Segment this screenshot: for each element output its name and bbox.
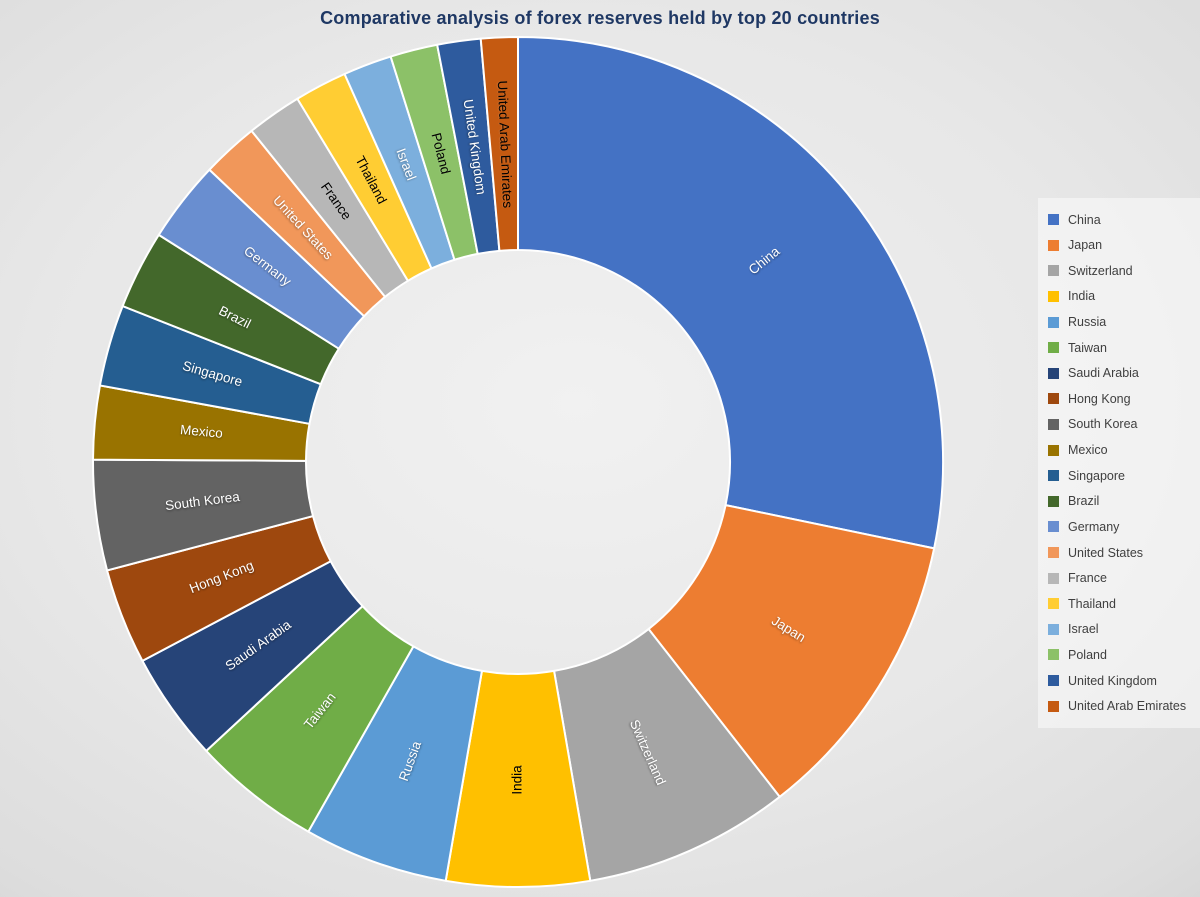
legend-swatch-taiwan	[1048, 342, 1059, 354]
legend-item-label: Israel	[1068, 622, 1099, 637]
legend-item-label: United Kingdom	[1068, 673, 1157, 688]
legend-swatch-japan	[1048, 239, 1059, 251]
legend-item-label: Hong Kong	[1068, 391, 1131, 406]
legend-item-label: France	[1068, 571, 1107, 586]
legend-item-label: Japan	[1068, 238, 1103, 253]
legend-item-germany: Germany	[1048, 520, 1198, 534]
legend-swatch-united-arab-emirates	[1048, 700, 1059, 712]
legend-swatch-united-kingdom	[1048, 675, 1059, 687]
legend-item-japan: Japan	[1048, 238, 1198, 252]
legend-swatch-brazil	[1048, 495, 1059, 507]
legend-item-israel: Israel	[1048, 622, 1198, 636]
legend-item-label: Russia	[1068, 315, 1107, 330]
legend-swatch-mexico	[1048, 444, 1059, 456]
legend-item-india: India	[1048, 289, 1198, 303]
legend-swatch-poland	[1048, 649, 1059, 661]
legend-item-label: United Arab Emirates	[1068, 699, 1187, 714]
legend-item-label: Taiwan	[1068, 340, 1107, 355]
legend-item-south-korea: South Korea	[1048, 417, 1198, 431]
legend-swatch-germany	[1048, 521, 1059, 533]
legend-item-poland: Poland	[1048, 648, 1198, 662]
legend-item-label: Germany	[1068, 519, 1120, 534]
legend-item-switzerland: Switzerland	[1048, 264, 1198, 278]
legend-swatch-south-korea	[1048, 418, 1059, 430]
legend-item-france: France	[1048, 571, 1198, 585]
legend-item-label: United States	[1068, 545, 1144, 560]
legend-swatch-singapore	[1048, 470, 1059, 482]
legend-swatch-united-states	[1048, 547, 1059, 559]
legend-item-taiwan: Taiwan	[1048, 341, 1198, 355]
legend-item-label: India	[1068, 289, 1096, 304]
legend-item-label: Brazil	[1068, 494, 1100, 509]
legend-item-saudi-arabia: Saudi Arabia	[1048, 366, 1198, 380]
slice-label-mexico: Mexico	[179, 422, 223, 441]
legend-swatch-india	[1048, 290, 1059, 302]
legend-item-hong-kong: Hong Kong	[1048, 392, 1198, 406]
slice-label-united-arab-emirates: United Arab Emirates	[495, 80, 516, 208]
legend-item-thailand: Thailand	[1048, 597, 1198, 611]
legend-item-label: Thailand	[1068, 596, 1116, 611]
legend-swatch-hong-kong	[1048, 393, 1059, 405]
legend-item-label: Singapore	[1068, 468, 1125, 483]
legend-item-label: South Korea	[1068, 417, 1138, 432]
legend-item-united-states: United States	[1048, 546, 1198, 560]
legend-item-singapore: Singapore	[1048, 469, 1198, 483]
legend-item-label: China	[1068, 212, 1101, 227]
pie-slice-japan	[647, 504, 936, 798]
legend-swatch-saudi-arabia	[1048, 367, 1059, 379]
legend-swatch-thailand	[1048, 598, 1059, 610]
legend-item-united-kingdom: United Kingdom	[1048, 674, 1198, 688]
legend-item-brazil: Brazil	[1048, 494, 1198, 508]
legend-swatch-france	[1048, 572, 1059, 584]
legend-swatch-china	[1048, 214, 1059, 226]
legend-swatch-russia	[1048, 316, 1059, 328]
legend-item-label: Mexico	[1068, 443, 1108, 458]
pie-slice-united-arab-emirates	[479, 36, 519, 252]
legend-item-label: Poland	[1068, 647, 1107, 662]
legend-item-united-arab-emirates: United Arab Emirates	[1048, 699, 1198, 713]
pie-slice-china	[517, 36, 944, 550]
legend-item-mexico: Mexico	[1048, 443, 1198, 457]
legend: China Japan Switzerland India Russia Taiwan Sa…	[1038, 198, 1200, 728]
legend-item-china: China	[1048, 213, 1198, 227]
slice-label-india: India	[510, 765, 525, 795]
legend-item-russia: Russia	[1048, 315, 1198, 329]
legend-item-label: Saudi Arabia	[1068, 366, 1139, 381]
legend-item-label: Switzerland	[1068, 263, 1133, 278]
legend-swatch-israel	[1048, 623, 1059, 635]
legend-swatch-switzerland	[1048, 265, 1059, 277]
chart-title: Comparative analysis of forex reserves h…	[320, 8, 880, 28]
